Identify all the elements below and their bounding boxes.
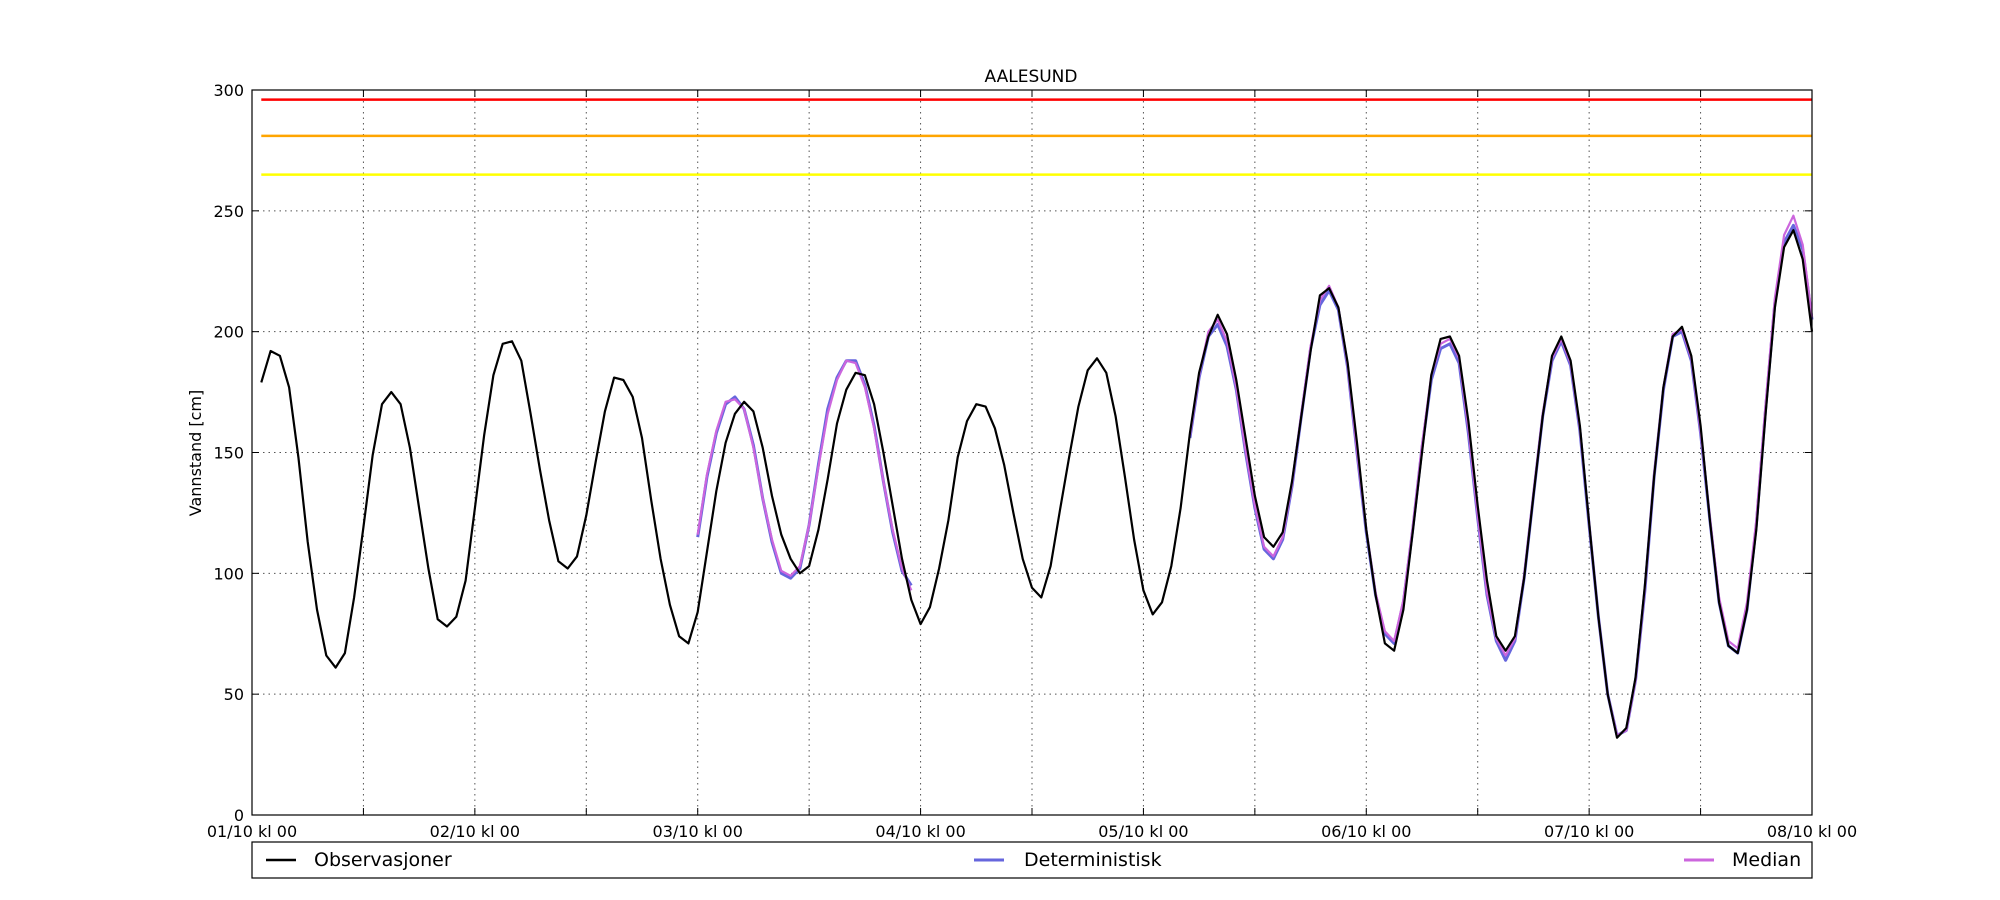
series-deterministisk: [696, 223, 1814, 737]
y-tick-label: 200: [213, 323, 244, 342]
x-tick-label: 01/10 kl 00: [207, 822, 297, 841]
x-tick-label: 02/10 kl 00: [430, 822, 520, 841]
legend-label-deterministisk: Deterministisk: [1024, 849, 1162, 871]
legend-box: [251, 841, 1813, 879]
axis-ticks: 01/10 kl 00 02/10 kl 00 03/10 kl 00 04/10 k…: [207, 81, 1857, 841]
series-line: [696, 359, 913, 591]
y-tick-label: 100: [213, 564, 244, 583]
series-line: [260, 229, 1814, 739]
y-tick-label: 0: [234, 806, 244, 825]
series-observasjoner: [260, 229, 1814, 739]
legend-label-observasjoner: Observasjoner: [314, 849, 452, 871]
x-tick-label: 03/10 kl 00: [653, 822, 743, 841]
y-tick-label: 250: [213, 202, 244, 221]
grid-lines: [252, 90, 1812, 815]
x-tick-label: 04/10 kl 00: [875, 822, 965, 841]
data-series: [260, 214, 1814, 739]
x-tick-label: 08/10 kl 00: [1767, 822, 1857, 841]
y-tick-label: 150: [213, 444, 244, 463]
y-tick-label: 50: [224, 685, 244, 704]
threshold-lines: [261, 98, 1812, 176]
series-line: [696, 359, 913, 587]
chart-title: AALESUND: [985, 67, 1078, 87]
x-tick-label: 07/10 kl 00: [1544, 822, 1634, 841]
series-line: [1188, 214, 1814, 737]
series-line: [1188, 223, 1814, 737]
x-tick-label: 06/10 kl 00: [1321, 822, 1411, 841]
x-tick-label: 05/10 kl 00: [1098, 822, 1188, 841]
legend: Observasjoner Deterministisk Median: [251, 841, 1813, 879]
legend-label-median: Median: [1732, 849, 1801, 871]
y-tick-label: 300: [213, 81, 244, 100]
y-axis-label: Vannstand [cm]: [186, 390, 205, 516]
